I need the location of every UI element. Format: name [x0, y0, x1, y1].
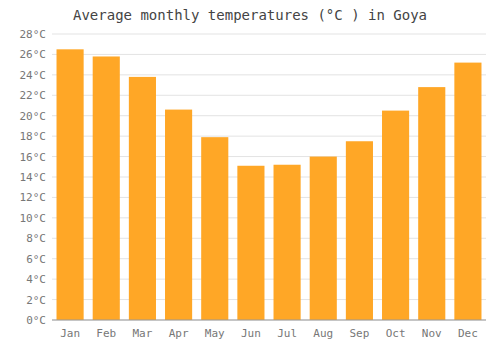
- y-tick-label: 22°C: [20, 89, 47, 102]
- bar: [382, 111, 409, 320]
- x-tick-label: Jun: [241, 327, 261, 340]
- bar: [165, 110, 192, 320]
- x-tick-label: May: [205, 327, 225, 340]
- y-tick-label: 12°C: [20, 191, 47, 204]
- bar: [274, 165, 301, 320]
- y-axis: 0°C 2°C 4°C 6°C 8°C 10°C 12°C 14°C 16°C 18°C 20°C 2…: [20, 28, 487, 327]
- title: Average monthly temperatures (°C ) in Go…: [73, 7, 427, 23]
- x-axis: Jan Feb Mar Apr May Jun Jul Aug Sep Oct Nov Dec: [52, 320, 486, 340]
- x-tick-label: Jul: [277, 327, 297, 340]
- bar: [454, 63, 481, 320]
- y-tick-label: 24°C: [20, 69, 47, 82]
- y-tick-label: 6°C: [26, 253, 46, 266]
- x-tick-label: Oct: [386, 327, 406, 340]
- y-tick-label: 14°C: [20, 171, 47, 184]
- y-tick-label: 20°C: [20, 110, 47, 123]
- bar: [310, 157, 337, 320]
- y-tick-label: 28°C: [20, 28, 47, 41]
- x-tick-label: Nov: [422, 327, 442, 340]
- y-tick-label: 10°C: [20, 212, 47, 225]
- grid-line: [52, 34, 486, 35]
- y-tick-label: 2°C: [26, 294, 46, 307]
- y-tick-label: 16°C: [20, 151, 47, 164]
- x-tick-label: Sep: [349, 327, 369, 340]
- x-tick-label: Mar: [132, 327, 152, 340]
- bars: [57, 49, 482, 320]
- y-tick-label: 8°C: [26, 232, 46, 245]
- grid-line: [52, 320, 486, 321]
- bar: [346, 141, 373, 320]
- chart: Average monthly temperatures (°C ) in Go…: [0, 0, 500, 350]
- x-tick-label: Jan: [60, 327, 80, 340]
- bar: [201, 137, 228, 320]
- x-tick-label: Dec: [458, 327, 478, 340]
- x-tick-label: Apr: [169, 327, 189, 340]
- x-tick-label: Aug: [313, 327, 333, 340]
- x-axis-line: [52, 320, 486, 321]
- bar: [237, 166, 264, 320]
- y-tick-label: 18°C: [20, 130, 47, 143]
- x-tick-label: Feb: [96, 327, 116, 340]
- y-tick-label: 4°C: [26, 273, 46, 286]
- bar: [129, 77, 156, 320]
- y-tick-label: 26°C: [20, 48, 47, 61]
- grid-line: [52, 54, 486, 55]
- bar: [418, 87, 445, 320]
- bar: [93, 56, 120, 320]
- y-tick-label: 0°C: [26, 314, 46, 327]
- bar: [57, 49, 84, 320]
